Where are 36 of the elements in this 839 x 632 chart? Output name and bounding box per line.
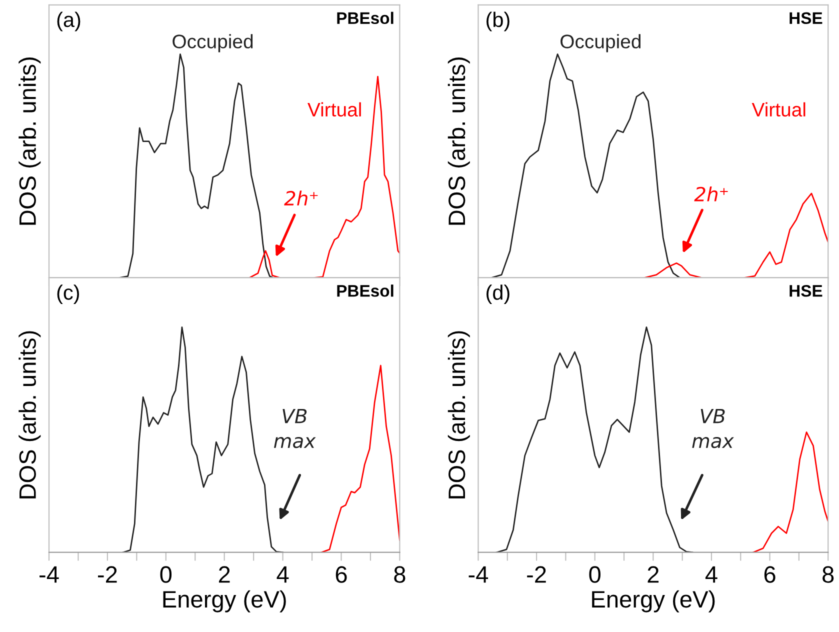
text: (a) — [57, 12, 80, 32]
text: Occupied — [172, 34, 253, 52]
x-tick-label: 8 — [822, 566, 834, 583]
x-tick-label: 2 — [218, 566, 230, 583]
y-axis-title: DOS (arb. units) — [18, 58, 41, 225]
y-axis-title: DOS (arb. units) — [18, 331, 41, 498]
x-tick-label: 4 — [276, 566, 289, 583]
x-tick-label: -2 — [527, 566, 546, 583]
x-axis-title: Energy (eV) — [163, 590, 286, 612]
text: Occupied — [560, 34, 641, 52]
y-axis-title: DOS (arb. units) — [448, 58, 470, 225]
text: PBEsol — [337, 284, 394, 297]
x-tick-label: 6 — [336, 566, 347, 583]
annotation: VB max — [692, 408, 734, 448]
annotation: VB max — [274, 408, 316, 448]
text: HSE — [790, 285, 822, 297]
x-tick-label: -4 — [468, 566, 488, 583]
x-tick-label: 8 — [394, 566, 406, 583]
text: PBEsol — [337, 12, 394, 24]
annotation: 2h⁺ — [694, 186, 728, 202]
x-tick-label: -2 — [98, 566, 117, 583]
annotation: Virtual — [308, 102, 361, 117]
x-tick-label: 0 — [589, 566, 600, 583]
text: (b) — [486, 12, 510, 32]
text: HSE — [790, 12, 822, 24]
y-axis-title: DOS (arb. units) — [448, 331, 470, 498]
annotation: Virtual — [752, 102, 806, 117]
x-tick-label: 6 — [764, 566, 776, 583]
x-tick-label: 0 — [160, 566, 172, 583]
x-tick-label: 4 — [705, 566, 718, 583]
text: (c) — [57, 284, 80, 304]
annotation: 2h⁺ — [284, 190, 318, 206]
x-tick-label: 2 — [648, 566, 659, 583]
text: (d) — [486, 284, 510, 304]
x-tick-label: -4 — [40, 566, 59, 583]
x-axis-title: Energy (eV) — [592, 590, 715, 612]
